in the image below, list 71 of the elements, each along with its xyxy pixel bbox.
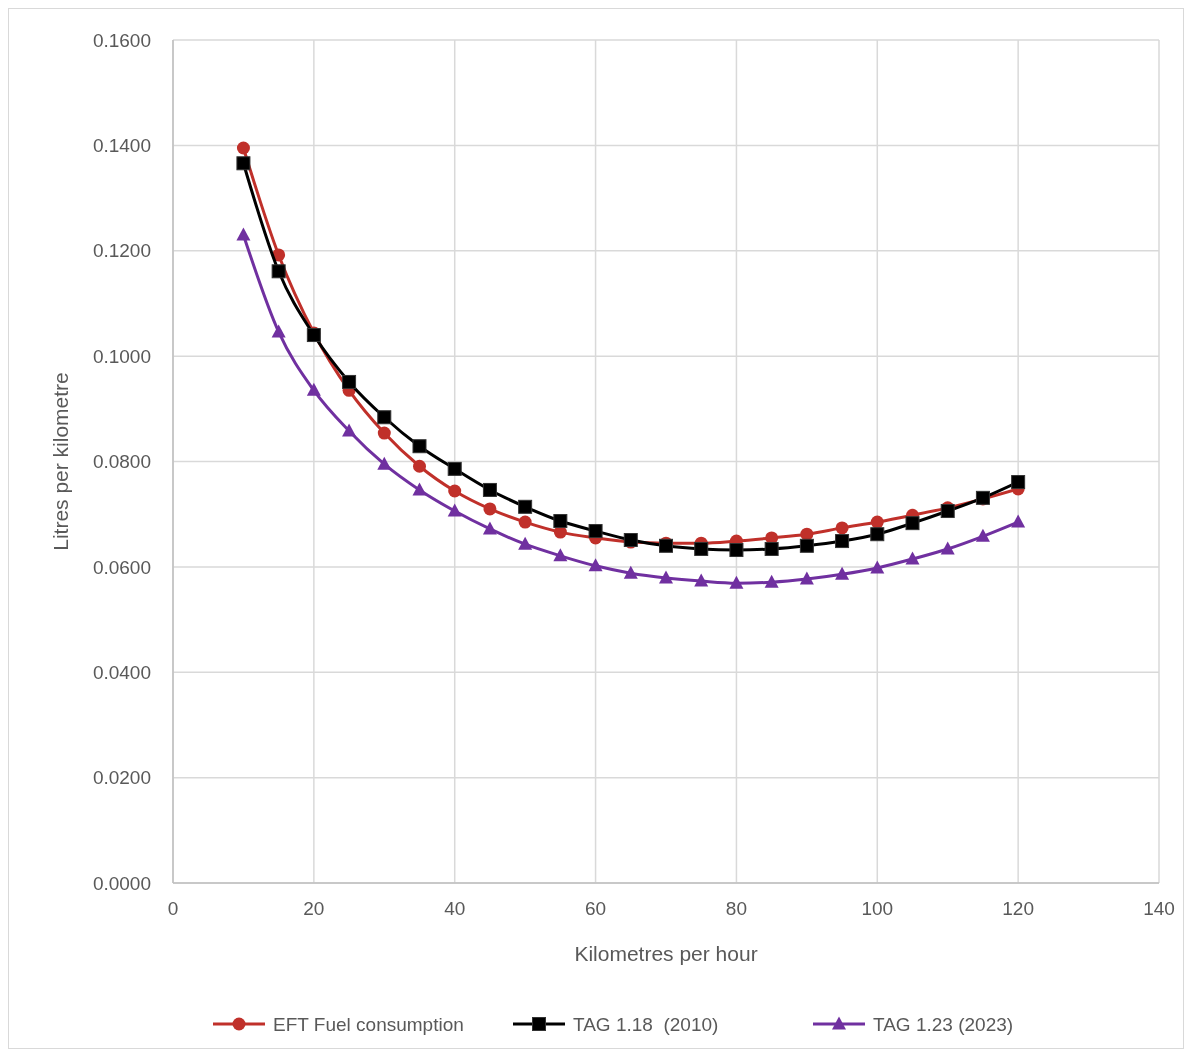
point — [835, 534, 850, 549]
point — [482, 482, 497, 497]
point — [271, 324, 286, 338]
point — [940, 541, 955, 555]
x-tick-label: 60 — [585, 898, 607, 919]
y-tick-label: 0.0600 — [92, 556, 151, 578]
point — [764, 541, 779, 556]
y-tick-label: 0.1200 — [92, 240, 151, 262]
point — [623, 565, 638, 579]
point — [553, 514, 568, 529]
point — [553, 548, 568, 562]
point — [870, 560, 885, 574]
point — [905, 551, 920, 565]
x-tick-label: 140 — [1143, 898, 1175, 919]
point — [483, 502, 497, 516]
point — [236, 141, 250, 155]
y-tick-label: 0.0400 — [92, 661, 151, 683]
legend-label: EFT Fuel consumption — [273, 1013, 464, 1035]
point — [342, 423, 357, 437]
x-tick-label: 100 — [861, 898, 894, 919]
x-axis-title: Kilometres per hour — [574, 942, 758, 965]
point — [447, 503, 462, 517]
point — [799, 571, 814, 585]
point — [729, 575, 744, 589]
point — [271, 264, 286, 279]
point — [764, 574, 779, 588]
point — [588, 558, 603, 572]
point — [377, 410, 392, 425]
point — [1011, 514, 1026, 528]
point — [659, 570, 673, 584]
point — [447, 461, 462, 476]
point — [306, 382, 321, 396]
x-tick-label: 20 — [303, 898, 325, 919]
y-tick-label: 0.0200 — [92, 767, 151, 789]
legend-label: TAG 1.18 (2010) — [573, 1013, 719, 1035]
point — [799, 538, 814, 553]
point — [412, 439, 427, 454]
point — [518, 515, 532, 529]
point — [236, 227, 251, 241]
point — [518, 536, 533, 550]
x-tick-label: 40 — [444, 898, 466, 919]
y-axis-title: Litres per kilometre — [49, 372, 72, 551]
point — [694, 541, 709, 556]
y-tick-label: 0.0000 — [92, 872, 151, 894]
point — [342, 374, 357, 389]
point — [482, 521, 497, 535]
point — [940, 504, 955, 519]
x-tick-label: 120 — [1002, 898, 1034, 919]
x-tick-label: 80 — [725, 898, 747, 919]
point — [975, 528, 990, 542]
point — [905, 516, 920, 531]
point — [694, 573, 709, 587]
point — [1011, 475, 1026, 490]
y-tick-label: 0.1600 — [92, 29, 151, 51]
x-tick-label: 0 — [167, 898, 179, 919]
legend-label: TAG 1.23 (2023) — [873, 1013, 1014, 1035]
point — [236, 156, 251, 171]
y-tick-label: 0.1400 — [92, 135, 151, 157]
point — [870, 527, 885, 542]
y-tick-label: 0.1000 — [92, 345, 151, 367]
point — [835, 566, 850, 580]
point — [448, 484, 462, 498]
point — [412, 482, 427, 496]
point — [588, 524, 603, 539]
point — [377, 426, 391, 440]
point — [835, 521, 849, 535]
point — [518, 499, 533, 514]
point — [729, 543, 744, 558]
y-tick-label: 0.0800 — [92, 451, 151, 473]
point — [413, 459, 426, 473]
point — [377, 456, 392, 470]
